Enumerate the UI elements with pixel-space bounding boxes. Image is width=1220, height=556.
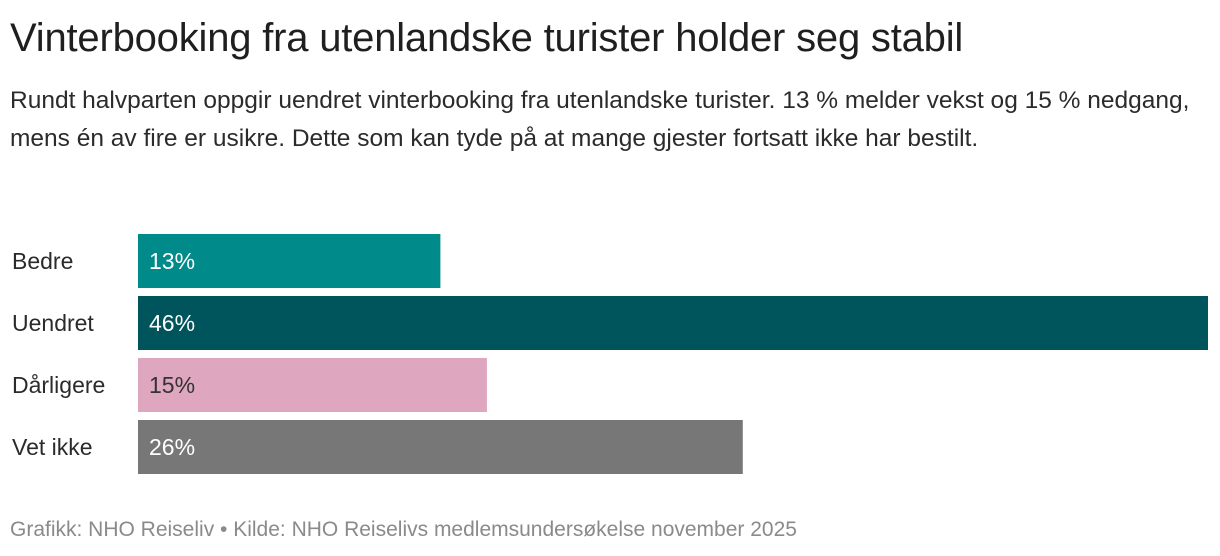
bar-2 — [138, 296, 1208, 350]
chart-subtitle: Rundt halvparten oppgir uendret vinterbo… — [10, 87, 1190, 152]
bar-4 — [138, 420, 743, 474]
bar-value-label: 13% — [149, 248, 195, 274]
category-label: Dårligere — [12, 372, 105, 398]
bar-1 — [138, 234, 441, 288]
chart-source: Grafikk: NHO Reiseliv • Kilde: NHO Reise… — [10, 518, 797, 541]
bar-chart: Bedre 13% Uendret 46% Dårligere 15% Vet ikke 26… — [0, 226, 1220, 486]
category-label: Vet ikke — [12, 434, 93, 460]
bar-value-label: 46% — [149, 310, 195, 336]
category-label: Uendret — [12, 310, 94, 336]
bar-3 — [138, 358, 487, 412]
category-label: Bedre — [12, 248, 73, 274]
chart-title: Vinterbooking fra utenlandske turister h… — [10, 16, 964, 60]
bar-value-label: 26% — [149, 434, 195, 460]
bar-value-label: 15% — [149, 372, 195, 398]
bar-chart-svg: Bedre 13% Uendret 46% Dårligere 15% Vet ikke 26… — [12, 234, 1208, 474]
